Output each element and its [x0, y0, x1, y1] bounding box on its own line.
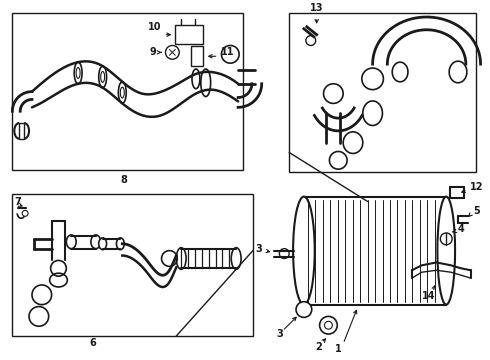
Text: 10: 10 — [148, 22, 162, 32]
Ellipse shape — [91, 235, 101, 249]
Circle shape — [441, 233, 452, 245]
Text: 2: 2 — [315, 342, 322, 352]
Ellipse shape — [438, 197, 455, 305]
Text: 8: 8 — [121, 175, 128, 185]
Circle shape — [306, 36, 316, 45]
Circle shape — [319, 316, 337, 334]
Ellipse shape — [74, 62, 82, 84]
Text: 12: 12 — [470, 182, 483, 192]
Bar — [175, 25, 203, 45]
Bar — [12, 194, 253, 336]
Bar — [289, 13, 476, 172]
Circle shape — [279, 249, 289, 258]
Text: 7: 7 — [14, 197, 21, 207]
Circle shape — [166, 45, 179, 59]
Text: 6: 6 — [90, 338, 96, 348]
Circle shape — [50, 260, 66, 276]
Bar — [19, 123, 24, 139]
Text: 3: 3 — [255, 244, 262, 254]
Ellipse shape — [99, 238, 107, 249]
Ellipse shape — [119, 82, 126, 103]
Ellipse shape — [99, 66, 107, 88]
Ellipse shape — [121, 87, 124, 98]
Text: 13: 13 — [310, 3, 323, 13]
Text: 1: 1 — [335, 344, 342, 354]
Ellipse shape — [231, 248, 241, 269]
Text: 5: 5 — [474, 206, 481, 216]
Text: 3: 3 — [276, 329, 283, 339]
Text: 4: 4 — [458, 224, 465, 234]
Text: 9: 9 — [150, 48, 157, 57]
Ellipse shape — [117, 238, 124, 249]
Bar — [12, 13, 243, 170]
Circle shape — [324, 321, 332, 329]
Ellipse shape — [66, 235, 76, 249]
Circle shape — [22, 210, 28, 216]
Bar — [304, 197, 446, 305]
Text: 14: 14 — [422, 291, 435, 301]
Text: 11: 11 — [220, 48, 234, 57]
Bar — [191, 46, 203, 66]
Circle shape — [296, 302, 312, 318]
Ellipse shape — [101, 72, 105, 82]
Ellipse shape — [293, 197, 315, 305]
Ellipse shape — [176, 248, 186, 269]
Ellipse shape — [76, 68, 80, 78]
